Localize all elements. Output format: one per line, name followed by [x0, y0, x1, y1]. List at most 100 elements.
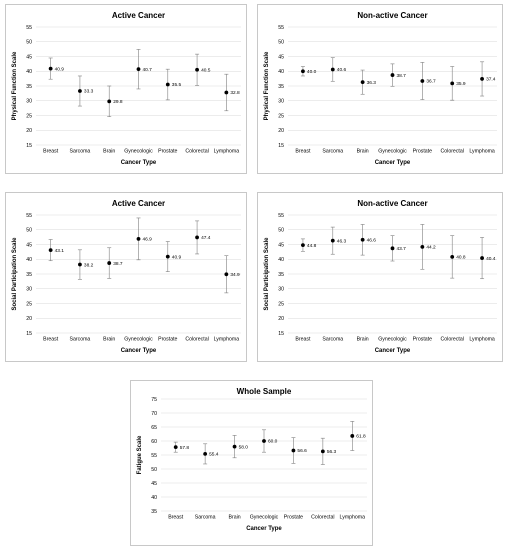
data-label: 34.9 [230, 272, 240, 278]
y-tick-label: 45 [26, 54, 32, 60]
x-tick-label: Sarcoma [195, 515, 216, 521]
x-tick-label: Gynecologic [124, 337, 153, 343]
x-tick-label: Breast [43, 337, 59, 343]
y-tick-label: 45 [278, 54, 284, 60]
y-tick-label: 35 [151, 509, 157, 515]
data-point [203, 451, 208, 456]
data-point [450, 254, 455, 259]
y-tick-label: 50 [26, 228, 32, 234]
data-point [195, 235, 199, 240]
data-point [330, 238, 335, 243]
x-axis-label: Cancer Type [121, 160, 157, 166]
x-tick-label: Lymphoma [214, 149, 240, 155]
x-axis-label: Cancer Type [375, 160, 411, 166]
y-tick-label: 35 [278, 84, 284, 90]
chart-panel-active-social: Active Cancer 15 20 25 30 35 40 45 50 55 Social Pa… [5, 192, 247, 362]
y-tick-label: 35 [26, 84, 32, 90]
x-tick-label: Lymphoma [340, 515, 366, 521]
data-point [136, 236, 141, 241]
x-tick-label: Brain [103, 337, 115, 343]
chart-title: Active Cancer [112, 199, 165, 208]
y-tick-label: 55 [278, 213, 284, 219]
x-tick-label: Gynecologic [378, 337, 407, 343]
data-point [165, 82, 170, 87]
y-tick-label: 20 [278, 316, 284, 322]
data-point [390, 246, 395, 251]
x-tick-label: Sarcoma [322, 337, 343, 343]
data-point [224, 90, 229, 95]
x-tick-label: Gynecologic [124, 149, 153, 155]
data-point [232, 444, 237, 449]
data-label: 40.9 [55, 66, 65, 72]
data-point [78, 262, 82, 267]
data-label: 58.0 [239, 444, 249, 450]
y-tick-label: 50 [151, 467, 157, 473]
data-point [360, 237, 365, 242]
y-tick-label: 25 [278, 301, 284, 307]
y-tick-label: 40 [278, 257, 284, 263]
x-tick-label: Brain [229, 515, 241, 521]
y-axis-label: Social Participation Scale [264, 237, 270, 311]
data-label: 35.9 [456, 81, 466, 87]
data-label: 38.7 [397, 73, 407, 79]
y-tick-label: 35 [26, 272, 32, 278]
data-point [78, 89, 82, 93]
y-tick-label: 25 [26, 113, 32, 119]
y-tick-label: 40 [26, 257, 32, 263]
y-tick-label: 45 [278, 242, 284, 248]
data-label: 56.6 [297, 448, 307, 454]
y-tick-label: 25 [278, 113, 284, 119]
x-tick-label: Prostate [158, 149, 177, 155]
data-point [136, 67, 141, 72]
chart-svg: Non-active Cancer 15 20 25 30 35 40 45 50 55 Physi… [264, 11, 497, 166]
x-tick-label: Colorectal [441, 149, 464, 155]
data-label: 40.9 [172, 254, 182, 260]
data-point [165, 254, 170, 259]
x-tick-label: Prostate [284, 515, 303, 521]
x-tick-label: Lymphoma [214, 337, 240, 343]
chart-title: Non-active Cancer [357, 199, 427, 208]
x-axis-label: Cancer Type [375, 348, 411, 354]
y-tick-label: 30 [26, 99, 32, 105]
chart-svg: Active Cancer 15 20 25 30 35 40 45 50 55 Social Pa… [12, 199, 241, 354]
y-tick-label: 45 [26, 242, 32, 248]
y-axis-label: Physical Function Scale [12, 51, 18, 120]
data-point [420, 79, 425, 83]
chart-svg: Whole Sample 35 40 45 50 55 60 65 70 75 Fatigue Sc… [137, 387, 367, 532]
data-point [107, 99, 112, 104]
x-tick-label: Gynecologic [378, 149, 407, 155]
data-point [291, 448, 296, 453]
y-tick-label: 55 [26, 25, 32, 31]
data-point [48, 248, 53, 253]
data-label: 57.8 [180, 445, 190, 451]
data-label: 40.0 [307, 69, 317, 75]
x-tick-label: Sarcoma [322, 149, 343, 155]
y-tick-label: 50 [26, 40, 32, 46]
data-label: 46.3 [337, 238, 347, 244]
y-tick-label: 20 [26, 316, 32, 322]
data-label: 46.6 [367, 237, 377, 243]
chart-title: Active Cancer [112, 11, 165, 20]
chart-svg: Active Cancer 15 20 25 30 35 40 45 50 55 Physical … [12, 11, 241, 166]
y-tick-label: 40 [278, 69, 284, 75]
data-label: 38.2 [84, 262, 94, 268]
chart-panel-nonactive-physical: Non-active Cancer 15 20 25 30 35 40 45 50 55 Physi… [257, 4, 503, 174]
data-label: 29.8 [113, 99, 123, 105]
y-tick-label: 60 [151, 439, 157, 445]
data-label: 44.2 [426, 245, 436, 251]
data-label: 32.8 [230, 90, 240, 96]
x-tick-label: Colorectal [311, 515, 334, 521]
x-tick-label: Breast [295, 149, 311, 155]
x-tick-label: Breast [168, 515, 184, 521]
y-tick-label: 50 [278, 40, 284, 46]
x-tick-label: Lymphoma [469, 149, 495, 155]
y-axis-label: Fatigue Scale [137, 435, 143, 474]
y-tick-label: 35 [278, 272, 284, 278]
data-label: 36.7 [426, 79, 436, 85]
data-label: 40.4 [486, 256, 496, 262]
data-label: 35.5 [172, 82, 182, 88]
chart-title: Non-active Cancer [357, 11, 427, 20]
x-tick-label: Gynecologic [250, 515, 279, 521]
data-label: 40.6 [337, 67, 347, 73]
data-label: 43.1 [55, 248, 65, 254]
